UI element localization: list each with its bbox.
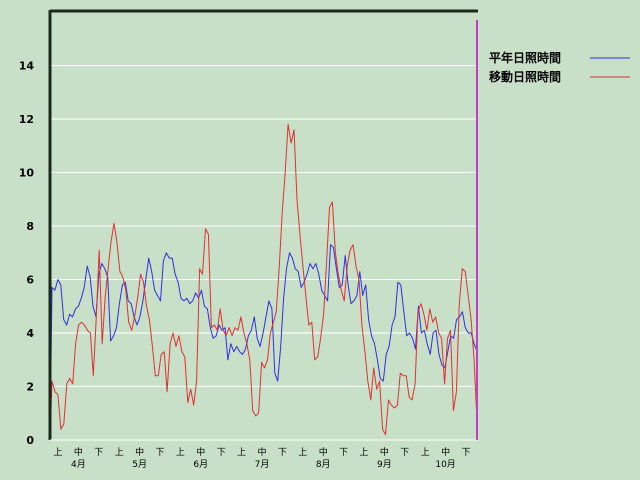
series-line-2	[49, 123, 478, 441]
grid-lines	[50, 65, 478, 387]
x-tick-label: 上	[115, 447, 124, 458]
x-tick-label: 中	[74, 446, 83, 458]
x-tick-label: 下	[339, 448, 348, 458]
y-tick-label: 0	[26, 434, 34, 447]
legend-label-2: 移動日照時間	[489, 69, 561, 84]
y-axis-ticks: 0 2 4 6 8 10 12 14	[19, 60, 35, 448]
month-label: 5月	[132, 459, 147, 470]
x-tick-label: 下	[155, 448, 164, 458]
y-tick-label: 10	[19, 167, 35, 180]
x-tick-label: 中	[380, 446, 389, 458]
y-tick-label: 12	[19, 113, 34, 126]
axes	[48, 9, 478, 441]
x-tick-label: 中	[257, 446, 266, 458]
series-lines	[49, 123, 478, 441]
legend-label-1: 平年日照時間	[489, 50, 561, 65]
x-tick-label: 下	[94, 448, 103, 458]
month-label: 9月	[377, 459, 392, 470]
series-line-1	[49, 244, 478, 441]
x-tick-label: 中	[196, 446, 205, 458]
month-label: 7月	[255, 459, 270, 470]
y-tick-label: 8	[26, 220, 34, 233]
x-tick-label: 上	[176, 447, 185, 458]
x-tick-label: 上	[359, 447, 368, 458]
x-tick-label: 上	[53, 447, 62, 458]
y-tick-label: 6	[26, 274, 34, 287]
x-tick-label: 上	[298, 447, 307, 458]
x-tick-label: 中	[319, 446, 328, 458]
month-label: 6月	[193, 459, 208, 470]
month-label: 10月	[435, 459, 455, 470]
month-label: 4月	[71, 459, 86, 470]
x-tick-label: 中	[135, 446, 144, 458]
x-tick-label: 上	[421, 447, 430, 458]
x-tick-label: 下	[400, 448, 409, 458]
x-tick-label: 上	[237, 447, 246, 458]
x-tick-label: 下	[217, 448, 226, 458]
y-tick-label: 14	[19, 60, 35, 73]
x-tick-label: 中	[441, 446, 450, 458]
month-label: 8月	[316, 459, 331, 470]
x-axis-ticks: 上中下上中下上中下上中下上中下上中下上中下4月 5月 6月 7月 8月 9月 10月	[53, 446, 470, 470]
y-tick-label: 4	[26, 327, 34, 340]
x-tick-label: 下	[278, 448, 287, 458]
y-tick-label: 2	[26, 381, 34, 394]
x-tick-label: 下	[461, 448, 470, 458]
